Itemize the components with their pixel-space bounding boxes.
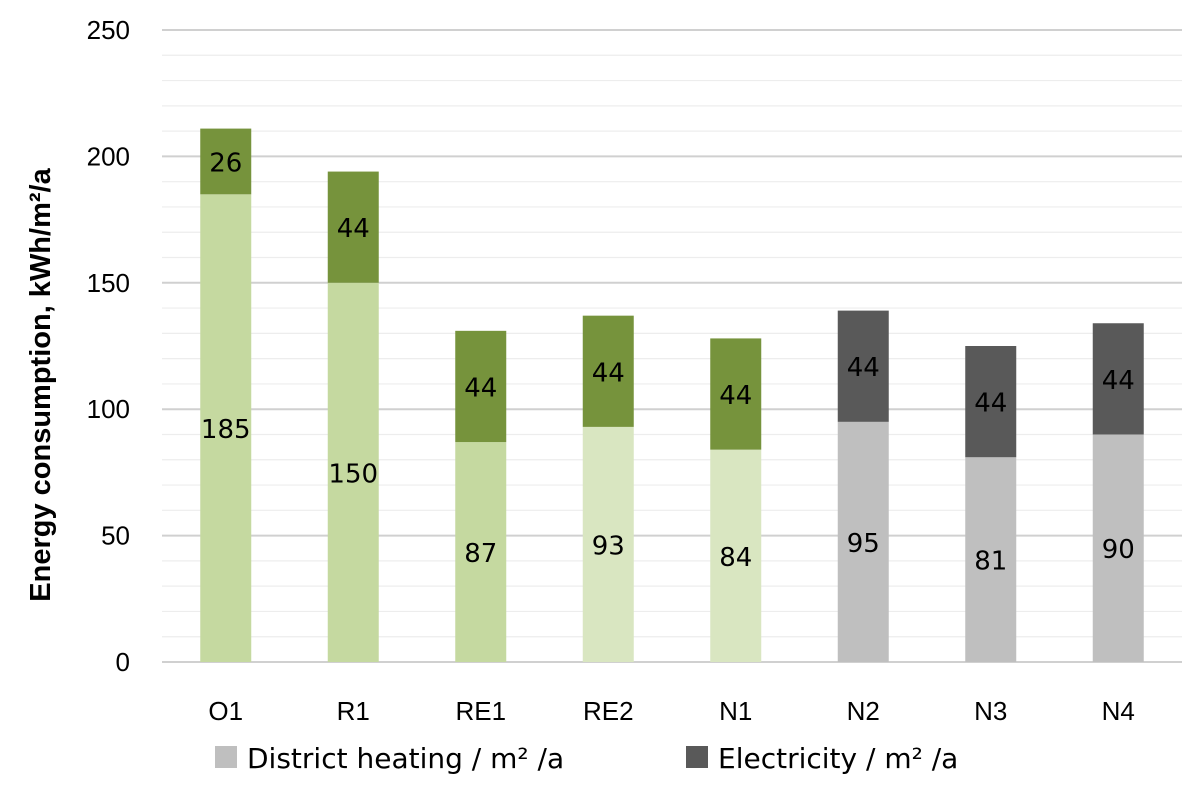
bar-data-label: 44: [974, 389, 1007, 419]
x-tick-label: RE1: [455, 696, 506, 726]
y-tick-label: 100: [87, 394, 130, 424]
y-axis-ticks: 0 50 100 150 200 250: [87, 15, 130, 677]
y-tick-label: 250: [87, 15, 130, 45]
bar-electricity: [200, 128, 252, 195]
x-tick-label: N4: [1102, 696, 1135, 726]
bar-data-label: 44: [464, 373, 497, 403]
x-tick-label: RE2: [583, 696, 634, 726]
x-tick-label: O1: [208, 696, 243, 726]
x-tick-label: R1: [337, 696, 370, 726]
legend: District heating / m² /a Electricity / m²…: [215, 742, 958, 775]
bars: 185 26 150 44 87 44 93 44 84 44 95 44 81 44 90 44: [200, 128, 1144, 662]
bar-electricity: [710, 338, 762, 450]
bar-data-label: 185: [201, 415, 251, 445]
bar-data-label: 95: [847, 529, 880, 559]
bar-data-label: 44: [847, 353, 880, 383]
bar-district-heating: [327, 282, 379, 662]
x-tick-label: N2: [847, 696, 880, 726]
x-tick-label: N3: [974, 696, 1007, 726]
bar-electricity: [965, 346, 1017, 458]
bar-data-label: 93: [592, 531, 625, 561]
bar-data-label: 44: [719, 381, 752, 411]
bar-district-heating: [200, 194, 252, 662]
bar-data-label: 87: [464, 539, 497, 569]
bar-district-heating: [837, 421, 889, 662]
bar-district-heating: [582, 426, 634, 662]
legend-entry: Electricity / m² /a: [718, 742, 958, 775]
y-tick-label: 150: [87, 268, 130, 298]
bar-district-heating: [965, 457, 1017, 662]
bar-electricity: [455, 330, 507, 443]
bar-data-label: 84: [719, 543, 752, 573]
y-axis-label: Energy consumption, kWh/m²/a: [25, 167, 57, 601]
bar-district-heating: [455, 442, 507, 662]
bar-data-label: 44: [592, 358, 625, 388]
bar-data-label: 150: [328, 459, 378, 489]
legend-swatch: [686, 746, 708, 768]
gridlines: [162, 29, 1182, 663]
bar-electricity: [1092, 323, 1144, 435]
legend-entry: District heating / m² /a: [247, 742, 564, 775]
bar-data-label: 81: [974, 547, 1007, 577]
legend-swatch: [215, 746, 237, 768]
bar-data-label: 26: [209, 148, 242, 178]
y-tick-label: 0: [116, 647, 130, 677]
x-axis-ticks: O1 R1 RE1 RE2 N1 N2 N3 N4: [208, 696, 1134, 726]
bar-data-label: 44: [1102, 366, 1135, 396]
y-tick-label: 200: [87, 141, 130, 171]
bar-data-label: 44: [337, 214, 370, 244]
bar-electricity: [327, 171, 379, 283]
bar-district-heating: [710, 449, 762, 662]
x-tick-label: N1: [719, 696, 752, 726]
bar-electricity: [837, 310, 889, 422]
bar-data-label: 90: [1102, 535, 1135, 565]
bar-district-heating: [1092, 434, 1144, 662]
bar-electricity: [582, 315, 634, 427]
y-tick-label: 50: [101, 521, 130, 551]
